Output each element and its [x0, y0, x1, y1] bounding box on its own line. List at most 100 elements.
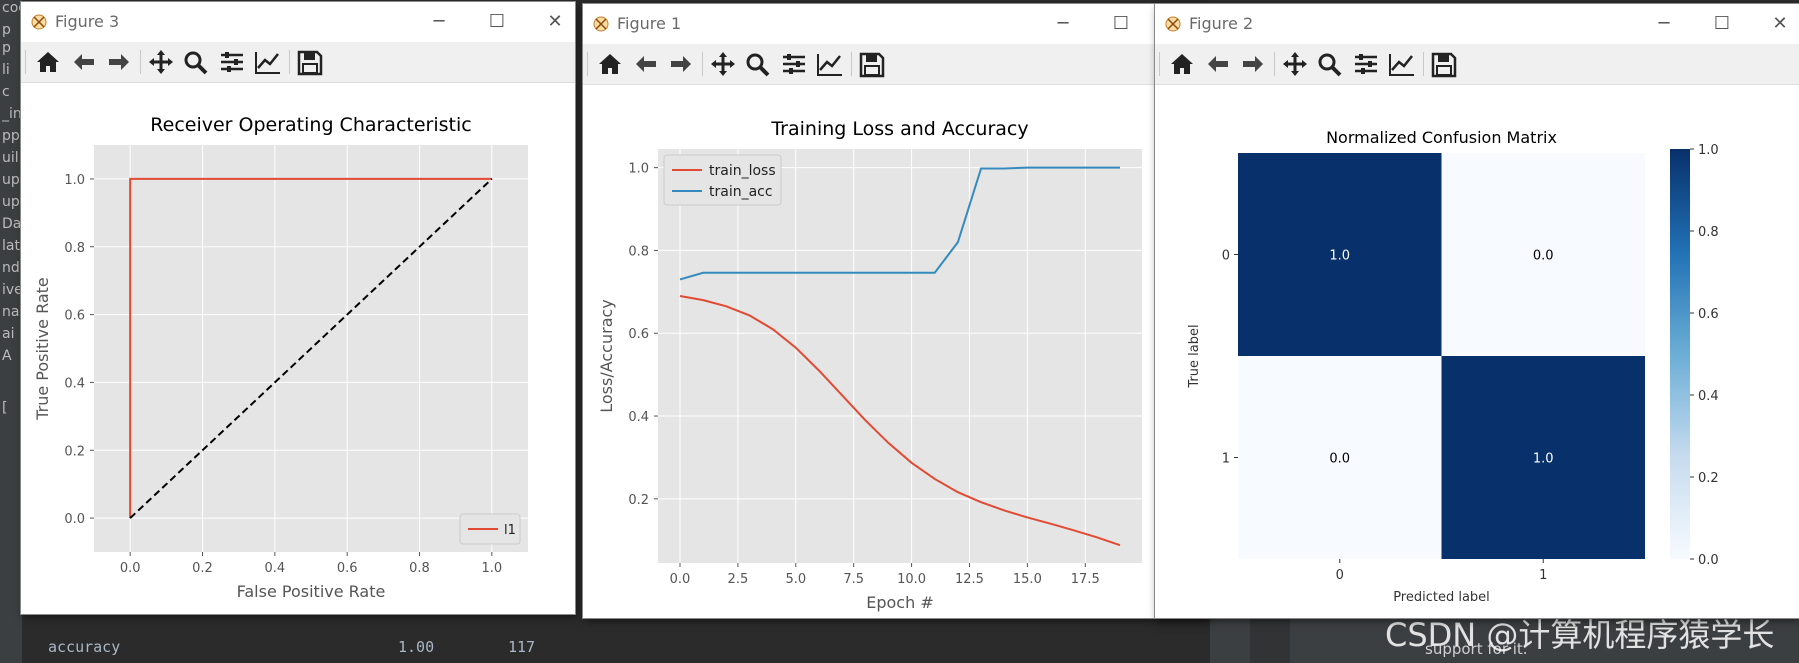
zoom-icon[interactable] [1315, 50, 1345, 78]
pan-icon[interactable] [708, 50, 738, 78]
minimize-button[interactable]: ─ [1057, 13, 1069, 34]
y-tick-label: 1 [1222, 452, 1230, 467]
ide-tree-item[interactable]: uil [2, 150, 19, 166]
ide-tree-item[interactable]: p [2, 40, 11, 56]
home-icon[interactable] [595, 50, 625, 78]
title-bar[interactable]: Figure 1 ─ ☐ [583, 4, 1208, 44]
ide-tree-item[interactable]: Dat [2, 216, 22, 232]
minimize-button[interactable]: ─ [433, 11, 445, 32]
ide-tree-item[interactable]: ndi [2, 260, 22, 276]
plot-area [658, 149, 1142, 563]
colorbar-tick-label: 0.2 [1698, 471, 1719, 486]
x-tick-label: 0.6 [337, 561, 358, 576]
forward-icon[interactable] [104, 48, 134, 76]
save-icon[interactable] [295, 48, 325, 76]
figure-3-window: Figure 3 ─ ☐ ✕ Receiver Operating Charac… [21, 2, 575, 614]
colorbar-tick-label: 0.6 [1698, 307, 1719, 322]
y-tick-label: 0 [1222, 249, 1230, 264]
home-icon[interactable] [33, 48, 63, 76]
edit-axis-icon[interactable] [253, 48, 283, 76]
maximize-button[interactable]: ☐ [1713, 13, 1731, 34]
series-line-train_acc [679, 166, 1120, 281]
ide-tree-item[interactable]: up [2, 172, 20, 188]
save-icon[interactable] [1429, 50, 1459, 78]
ide-tree-item[interactable]: p [2, 22, 11, 38]
configure-subplots-icon[interactable] [1351, 50, 1381, 78]
figure-canvas: Normalized Confusion Matrix 1.0 0.0 0.0 1.0 0… [1155, 85, 1799, 618]
y-tick-label: 1.0 [628, 162, 649, 177]
y-tick-label: 0.6 [628, 327, 649, 342]
x-tick-label: 0.0 [120, 561, 141, 576]
maximize-button[interactable]: ☐ [488, 11, 506, 32]
window-title: Figure 2 [1189, 14, 1254, 33]
window-title: Figure 3 [55, 12, 120, 31]
y-tick-label: 0.2 [628, 493, 649, 508]
back-icon[interactable] [631, 50, 661, 78]
legend-label: train_acc [709, 184, 773, 200]
y-axis-label: Loss/Accuracy [597, 299, 616, 413]
watermark: CSDN @计算机程序猿学长 [1385, 616, 1775, 654]
ide-tree-item[interactable]: A [2, 348, 12, 364]
edit-axis-icon[interactable] [815, 50, 845, 78]
configure-subplots-icon[interactable] [217, 48, 247, 76]
app-icon [593, 16, 609, 32]
x-tick-label: 15.0 [1013, 572, 1042, 587]
legend-label: train_loss [709, 163, 776, 179]
cell-annotation: 0.0 [1533, 249, 1554, 264]
cell-annotation: 1.0 [1329, 249, 1350, 264]
x-tick-label: 17.5 [1071, 572, 1100, 587]
ide-tree-item[interactable]: c [2, 84, 10, 100]
home-icon[interactable] [1167, 50, 1197, 78]
window-title: Figure 1 [617, 14, 682, 33]
configure-subplots-icon[interactable] [779, 50, 809, 78]
title-bar[interactable]: Figure 3 ─ ☐ ✕ [21, 2, 575, 42]
cell-annotation: 1.0 [1533, 452, 1554, 467]
y-tick-label: 0.4 [64, 376, 85, 391]
minimize-button[interactable]: ─ [1658, 13, 1670, 34]
ide-tree-item[interactable]: pp [2, 128, 20, 144]
forward-icon[interactable] [1238, 50, 1268, 78]
ide-tree-item[interactable]: lata [2, 238, 22, 254]
forward-icon[interactable] [666, 50, 696, 78]
training-chart: Training Loss and Accuracy 0.0 2.5 5.0 7.5 10… [597, 118, 1142, 612]
y-axis-label: True label [1187, 324, 1202, 388]
x-tick-label: 0.0 [670, 572, 691, 587]
ide-tree-item[interactable]: li [2, 62, 10, 78]
x-axis-label: Predicted label [1393, 590, 1490, 605]
x-tick-label: 1 [1539, 568, 1547, 583]
ide-tree-item[interactable]: [ [2, 400, 8, 416]
zoom-icon[interactable] [743, 50, 773, 78]
colorbar-tick-label: 0.8 [1698, 225, 1719, 240]
legend-label: l1 [504, 523, 516, 538]
toolbar-grip [25, 50, 26, 74]
colorbar [1670, 149, 1690, 559]
ide-tree-item[interactable]: codes [2, 0, 22, 16]
heatmap-cell [1238, 153, 1442, 356]
ide-tree-item[interactable]: nai [2, 304, 22, 320]
ide-tree-item[interactable]: ai [2, 326, 15, 342]
x-tick-label: 2.5 [728, 572, 749, 587]
toolbar-grip [1159, 52, 1160, 76]
ide-tree-item[interactable]: up [2, 194, 20, 210]
x-tick-label: 0.4 [264, 561, 285, 576]
colorbar-tick-label: 1.0 [1698, 143, 1719, 158]
y-tick-label: 0.0 [64, 512, 85, 527]
ide-tree-item[interactable]: _in [2, 106, 22, 122]
close-button[interactable]: ✕ [547, 11, 563, 32]
maximize-button[interactable]: ☐ [1112, 13, 1130, 34]
zoom-icon[interactable] [181, 48, 211, 76]
ide-tree-item[interactable]: ive [2, 282, 22, 298]
save-icon[interactable] [857, 50, 887, 78]
x-axis-label: False Positive Rate [237, 582, 386, 601]
pan-icon[interactable] [1280, 50, 1310, 78]
back-icon[interactable] [69, 48, 99, 76]
title-bar[interactable]: Figure 2 ─ ☐ ✕ [1155, 4, 1799, 44]
close-button[interactable]: ✕ [1772, 13, 1788, 34]
colorbar-tick-label: 0.0 [1698, 553, 1719, 568]
chart-title: Normalized Confusion Matrix [1326, 128, 1557, 147]
figure-1-window: Figure 1 ─ ☐ Training Loss and Accuracy 0… [583, 4, 1208, 618]
toolbar [1155, 44, 1799, 85]
edit-axis-icon[interactable] [1387, 50, 1417, 78]
pan-icon[interactable] [146, 48, 176, 76]
back-icon[interactable] [1203, 50, 1233, 78]
